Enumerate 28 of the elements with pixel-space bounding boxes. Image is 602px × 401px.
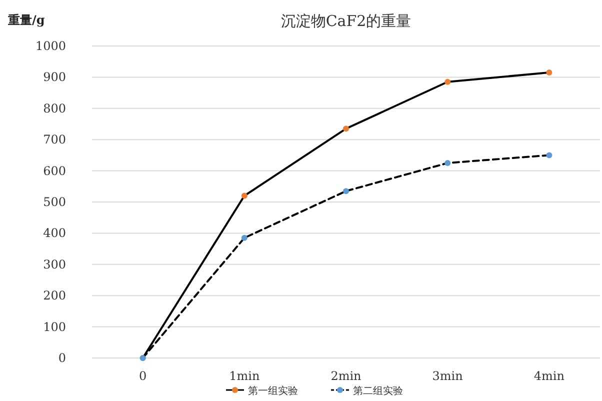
x-tick-label: 1min (229, 369, 260, 383)
legend-label: 第二组实验 (353, 385, 403, 397)
point (546, 70, 552, 76)
x-tick-label: 0 (138, 369, 147, 383)
point (444, 78, 451, 85)
y-tick-label: 500 (43, 195, 66, 209)
y-tick-label: 1000 (35, 39, 66, 53)
y-tick-label: 300 (43, 257, 66, 272)
point (546, 152, 552, 158)
x-tick-label: 3min (432, 369, 464, 383)
y-tick-label: 700 (43, 132, 66, 147)
point (343, 188, 349, 194)
y-tick-label: 200 (43, 288, 66, 303)
y-tick-label: 0 (58, 351, 66, 365)
chart-title: 沉淀物CaF2的重量 (280, 12, 412, 30)
point (444, 160, 451, 166)
y-tick-label: 100 (43, 320, 66, 334)
x-tick-label: 4min (534, 369, 565, 383)
y-tick-label: 900 (43, 70, 66, 84)
x-tick-label: 2min (330, 369, 362, 383)
y-axis-title: 重量/g (7, 13, 46, 27)
legend-label: 第一组实验 (248, 385, 298, 397)
y-tick-label: 800 (43, 101, 66, 116)
y-tick-label: 600 (43, 164, 66, 178)
point (241, 234, 248, 241)
y-tick-label: 400 (43, 226, 66, 240)
point (343, 126, 349, 132)
point (241, 192, 248, 199)
